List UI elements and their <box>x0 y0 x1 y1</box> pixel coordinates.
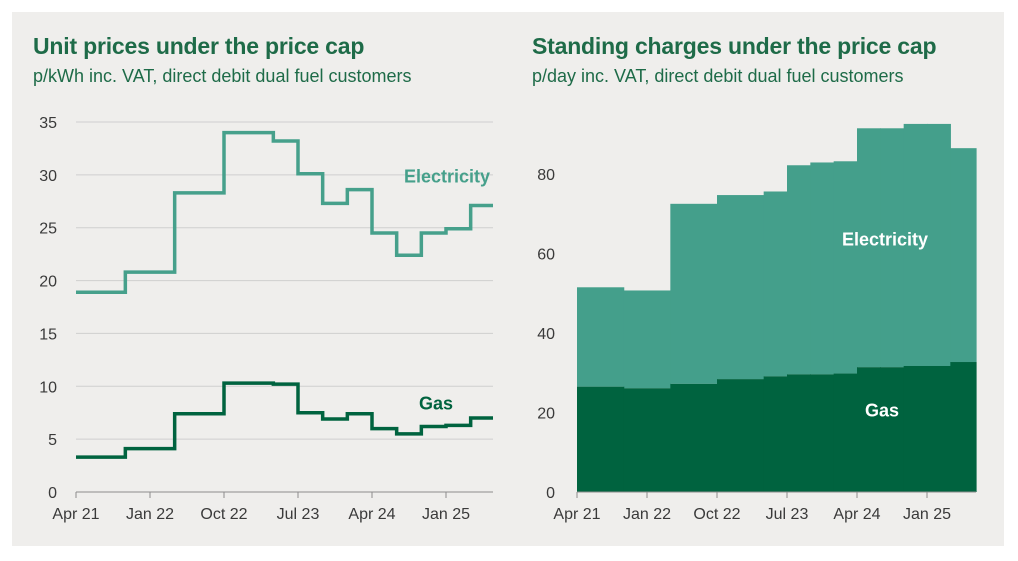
x-tick-label: Jan 22 <box>126 506 174 523</box>
electricity-area-segment <box>763 191 788 377</box>
x-tick-label: Jan 25 <box>422 506 470 523</box>
y-tick-label: 0 <box>546 485 555 502</box>
x-tick-label: Apr 21 <box>553 506 600 523</box>
gas-area-segment <box>950 362 977 492</box>
electricity-area-segment <box>857 128 881 368</box>
x-tick-label: Oct 22 <box>693 506 740 523</box>
electricity-area-segment <box>833 161 858 374</box>
y-tick-label: 10 <box>39 379 57 396</box>
gas-area-segment <box>670 383 718 492</box>
gas-area-segment <box>763 376 788 492</box>
x-tick-label: Oct 22 <box>200 506 247 523</box>
gas-area-segment <box>623 388 671 492</box>
gas-area-segment <box>717 379 765 492</box>
x-tick-label: Jul 23 <box>277 506 320 523</box>
y-tick-label: 15 <box>39 326 57 343</box>
y-tick-label: 30 <box>39 168 57 185</box>
left-chart-title: Unit prices under the price cap <box>33 33 365 59</box>
electricity-area-segment <box>670 203 718 384</box>
gas-area-segment <box>927 365 951 492</box>
x-tick-label: Jan 22 <box>623 506 671 523</box>
y-tick-label: 5 <box>48 432 57 449</box>
gas-area-segment <box>903 365 928 492</box>
electricity-area-segment <box>927 123 951 366</box>
y-tick-label: 35 <box>39 115 57 132</box>
x-tick-label: Apr 24 <box>348 506 395 523</box>
y-tick-label: 40 <box>537 326 555 343</box>
gas-area-segment <box>810 374 835 492</box>
electricity-series-label: Electricity <box>404 166 490 186</box>
x-tick-label: Apr 21 <box>52 506 99 523</box>
electricity-area-segment <box>623 290 671 389</box>
electricity-area-segment <box>810 162 835 375</box>
right-chart-title: Standing charges under the price cap <box>532 33 937 59</box>
electricity-area-label: Electricity <box>842 230 928 250</box>
electricity-area-segment <box>577 287 625 387</box>
x-tick-label: Apr 24 <box>833 506 880 523</box>
electricity-series-line <box>76 130 493 294</box>
x-tick-label: Jul 23 <box>766 506 809 523</box>
gas-area-segment <box>577 386 625 492</box>
gas-series-line <box>76 381 493 459</box>
electricity-area-segment <box>717 195 765 380</box>
y-tick-label: 0 <box>48 485 57 502</box>
x-tick-label: Jan 25 <box>903 506 951 523</box>
electricity-area-segment <box>880 128 905 368</box>
y-tick-label: 20 <box>537 406 555 423</box>
gas-series-label: Gas <box>419 394 453 414</box>
electricity-area-segment <box>950 148 977 363</box>
y-tick-label: 20 <box>39 274 57 291</box>
gas-area-label: Gas <box>865 400 899 420</box>
y-tick-label: 80 <box>537 167 555 184</box>
right-chart-subtitle: p/day inc. VAT, direct debit dual fuel c… <box>532 66 904 86</box>
gas-area-segment <box>787 374 811 492</box>
gas-area-segment <box>857 367 881 492</box>
gas-area-segment <box>833 373 858 492</box>
y-tick-label: 60 <box>537 247 555 264</box>
electricity-area-segment <box>787 165 811 375</box>
left-chart-subtitle: p/kWh inc. VAT, direct debit dual fuel c… <box>33 66 412 86</box>
gas-area-segment <box>880 367 905 492</box>
y-tick-label: 25 <box>39 221 57 238</box>
electricity-area-segment <box>903 123 928 366</box>
